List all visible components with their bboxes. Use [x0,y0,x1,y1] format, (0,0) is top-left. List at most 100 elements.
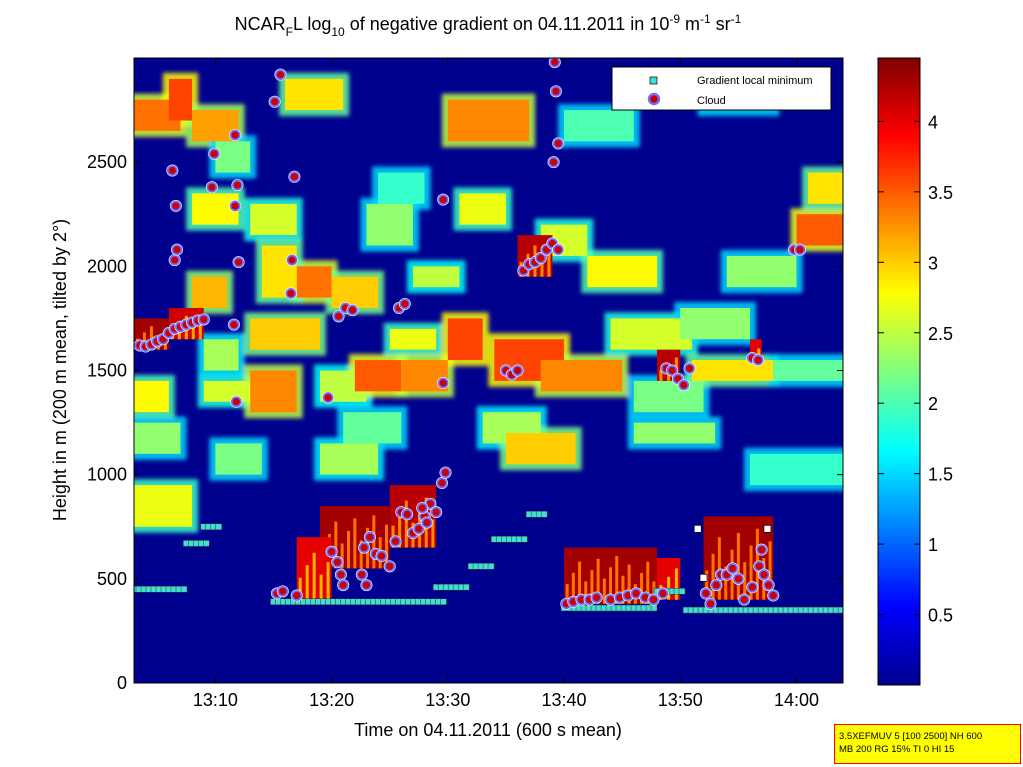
minimum-marker [215,523,222,530]
cloud-marker [337,579,349,591]
cloud-marker [390,535,401,547]
heat-block-38 [680,308,751,340]
heat-block-40 [726,255,797,288]
y-tick-label: 2000 [87,256,127,276]
cloud-marker [552,138,564,149]
cloud-marker [421,517,433,528]
dense-streak-6-9 [621,575,625,604]
heat-block-0 [134,485,193,527]
heat-block-39 [691,360,774,381]
cloud-marker [440,467,451,478]
dense-streak-6-0 [565,584,569,604]
cloud-marker [232,179,243,191]
cloud-marker [358,542,370,553]
cloud-marker [705,598,716,610]
dense-streak-2-8 [372,515,376,569]
heat-block-21 [331,276,379,308]
cloud-marker [332,556,343,568]
heat-block-37 [633,422,716,444]
cloud-marker [269,96,281,108]
cloud-marker [648,594,659,606]
dense-streak-6-13 [646,561,650,604]
heat-block-12 [250,370,297,413]
heat-block-32 [505,433,576,465]
cloud-marker [752,354,764,366]
heat-block-44 [750,453,843,486]
cloud-marker [376,550,387,562]
minimum-marker [487,563,495,570]
heat-block-14 [285,78,344,111]
cloud-marker [286,254,298,266]
cloud-marker [550,85,562,97]
heat-block-20 [354,360,402,392]
cloud-marker [401,508,413,520]
info-line-1: 3.5XEFMUV 5 [100 2500] NH 600 [839,731,983,742]
dense-streak-8-7 [749,545,753,600]
dense-streak-3-6 [431,519,435,548]
minimum-marker [203,540,210,547]
plot-area [133,57,844,684]
legend: Gradient local minimum Cloud [611,66,832,111]
dense-streak-8-5 [736,533,740,600]
legend-marker-gradient-minimum [649,76,658,85]
heatmap-layer [134,72,843,604]
colorbar-ticks: 0.5 1 1.5 2 2.5 3 3.5 4 [878,112,953,626]
x-tick-label: 13:50 [658,690,703,710]
dense-streak-2-10 [385,524,389,569]
dense-streak-6-1 [571,572,575,604]
heat-block-42 [808,172,843,204]
heat-block-11 [250,318,320,350]
minimum-marker-point [699,573,708,582]
dense-streak-5-4 [547,251,551,277]
cloud-marker [361,579,372,591]
minimum-marker-point [763,524,772,533]
cloud-marker [753,560,765,572]
colorbar-tick-label: 0.5 [928,606,953,626]
heat-block-15 [296,266,332,298]
dense-streak-2-2 [334,521,338,569]
colorbar-tick-label: 3.5 [928,183,953,203]
dense-streak-3-2 [404,500,408,548]
cloud-marker [233,256,245,268]
cloud-marker [169,254,181,266]
dense-streak-6-3 [584,581,588,604]
cloud-marker [535,252,547,264]
gradient-minimum-markers [134,511,843,614]
cloud-marker [666,365,678,376]
heat-block-26 [447,318,483,361]
cloud-marker [198,314,210,325]
cloud-marker [277,585,289,597]
cloud-marker [335,569,347,581]
colorbar-gradient [877,57,921,686]
heat-block-22 [389,328,437,350]
x-tick-label: 13:10 [193,690,238,710]
dense-streak-2-6 [359,540,363,569]
heat-block-19 [343,412,402,444]
dense-streak-8-0 [705,570,709,600]
y-tick-label: 1000 [87,465,127,485]
cloud-marker [170,200,182,212]
minimum-marker [837,606,843,614]
dense-streak-6-10 [627,564,631,604]
dense-streak-7-2 [674,568,678,600]
cloud-marker [333,310,344,322]
cloud-marker [767,590,779,601]
chart-title: NCARFL log10 of negative gradient on 04.… [235,12,742,39]
heat-block-35 [587,255,658,288]
y-tick-label: 2500 [87,152,127,172]
dense-streak-3-1 [398,513,402,548]
x-tick-label: 14:00 [774,690,819,710]
dense-streak-6-12 [640,572,644,604]
dense-streak-8-10 [768,541,772,600]
dense-streak-1-3 [191,326,195,340]
cloud-marker [288,171,300,183]
y-axis-label: Height in m (200 m mean, tilted by 2°) [50,219,70,521]
colorbar-tick-label: 1 [928,535,938,555]
dense-streak-4-4 [326,562,330,600]
heat-block-46 [564,110,634,142]
heat-block-25 [412,266,460,288]
heat-block-28 [459,193,506,225]
minimum-marker [462,583,470,591]
heat-block-10 [192,276,227,308]
cloud-marker [208,148,220,160]
